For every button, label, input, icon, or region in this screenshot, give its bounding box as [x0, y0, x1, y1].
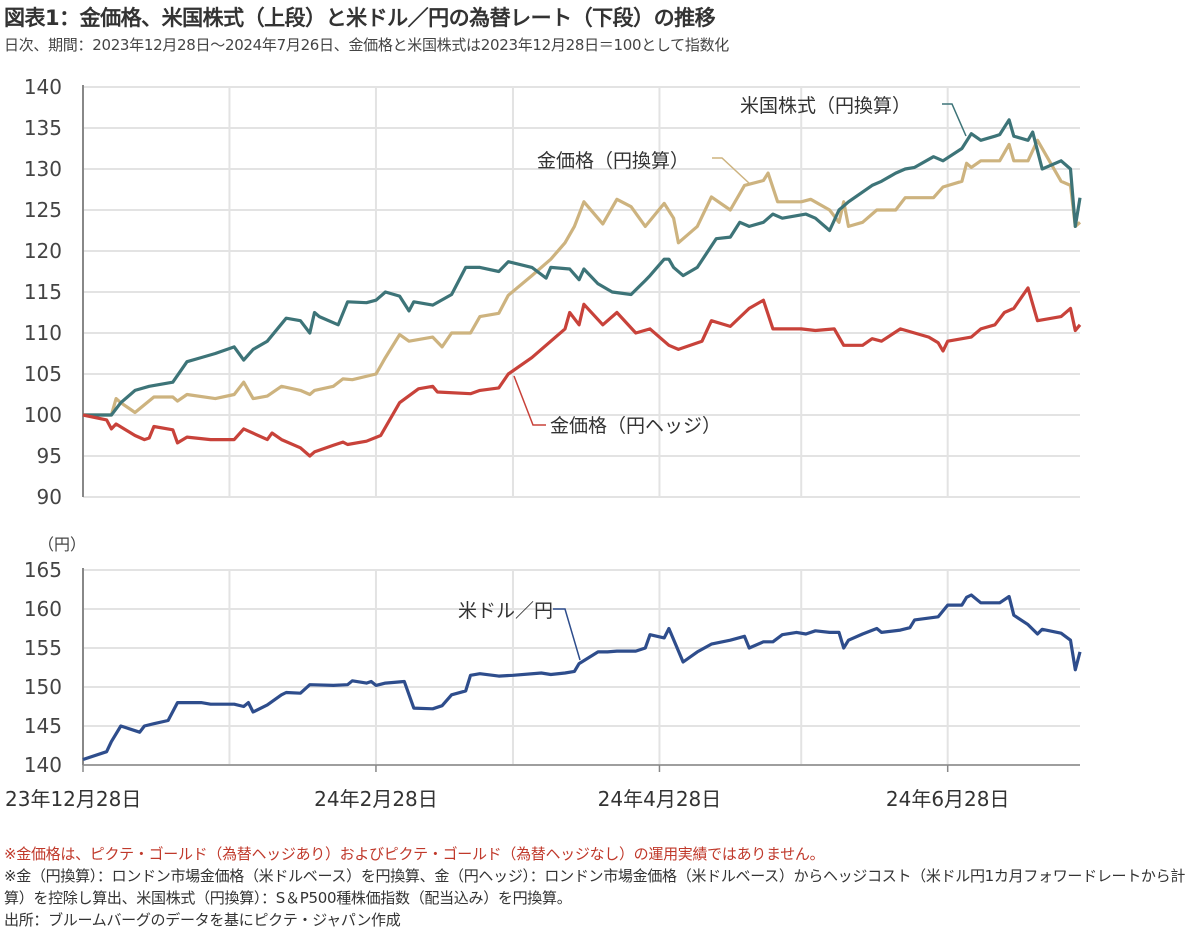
series-label: 金価格（円ヘッジ） — [550, 415, 721, 437]
footnotes: ※金価格は、ピクテ・ゴールド（為替ヘッジあり）およびピクテ・ゴールド（為替ヘッジ… — [4, 843, 1196, 931]
y-tick-label: 140 — [24, 75, 62, 99]
footnote-source: 出所：ブルームバーグのデータを基にピクテ・ジャパン作成 — [4, 911, 401, 929]
series-line — [83, 138, 1082, 417]
y-tick-label: 135 — [24, 116, 62, 140]
y-tick-label: 160 — [24, 597, 62, 621]
series-line — [82, 286, 1082, 458]
series-line — [82, 593, 1082, 762]
label-leader-line — [712, 157, 751, 185]
footnote-disclaimer: ※金価格は、ピクテ・ゴールド（為替ヘッジあり）およびピクテ・ゴールド（為替ヘッジ… — [4, 845, 825, 863]
series-line — [83, 118, 1082, 417]
label-leader-line — [553, 608, 581, 661]
y-unit-label: （円） — [38, 535, 86, 554]
y-tick-label: 155 — [24, 636, 62, 660]
x-tick-label: 24年4月28日 — [598, 787, 722, 811]
series-lines — [82, 118, 1082, 762]
series-labels: 米国株式（円換算） 金価格（円換算） 金価格（円ヘッジ） 米ドル／円 — [458, 95, 967, 661]
y-tick-label: 120 — [24, 239, 62, 263]
y-tick-label: 110 — [24, 321, 62, 345]
y-tick-label: 95 — [37, 444, 62, 468]
y-tick-label: 105 — [24, 362, 62, 386]
series-label: 金価格（円換算） — [537, 150, 689, 172]
label-leader-line — [942, 103, 967, 137]
x-tick-label: 24年6月28日 — [886, 787, 1010, 811]
top-panel-grid: 140 135 130 125 120 115 110 105 100 95 90 — [24, 75, 1080, 509]
y-tick-label: 140 — [24, 753, 62, 777]
chart-title: 図表1：金価格、米国株式（上段）と米ドル／円の為替レート（下段）の推移 — [4, 6, 716, 30]
bottom-panel-grid: 165 160 155 150 145 140 （円） 23年12月28日 24年2月28日 24… — [5, 535, 1080, 811]
y-tick-label: 145 — [24, 714, 62, 738]
series-label: 米ドル／円 — [458, 600, 553, 622]
y-tick-label: 100 — [24, 403, 62, 427]
x-tick-label: 24年2月28日 — [314, 787, 438, 811]
y-tick-label: 90 — [37, 485, 62, 509]
footnote-definitions: ※金（円換算）：ロンドン市場金価格（米ドルベース）を円換算、金（円ヘッジ）：ロン… — [4, 867, 1186, 907]
y-tick-label: 125 — [24, 198, 62, 222]
chart-subtitle: 日次、期間：2023年12月28日～2024年7月26日、金価格と米国株式は20… — [4, 36, 729, 54]
y-tick-label: 115 — [24, 280, 62, 304]
y-tick-label: 165 — [24, 558, 62, 582]
x-tick-label: 23年12月28日 — [5, 787, 141, 811]
label-leader-line — [513, 375, 546, 426]
y-tick-label: 130 — [24, 157, 62, 181]
series-label: 米国株式（円換算） — [740, 95, 911, 117]
y-tick-label: 150 — [24, 675, 62, 699]
